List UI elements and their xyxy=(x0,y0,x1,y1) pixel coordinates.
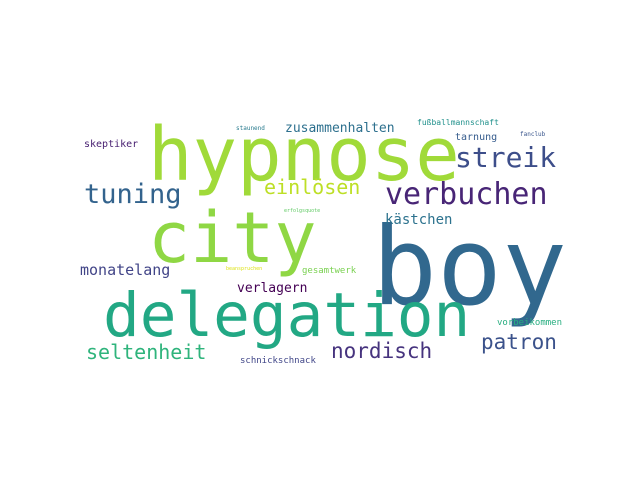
word-tarnung: tarnung xyxy=(455,132,497,143)
word-hypnose: hypnose xyxy=(148,112,460,198)
word-patron: patron xyxy=(481,330,557,354)
word-zusammenhalten: zusammenhalten xyxy=(285,121,395,136)
word-streik: streik xyxy=(455,141,556,174)
word-tuning: tuning xyxy=(84,179,182,210)
word-staunend: staunend xyxy=(236,125,265,132)
word-city: city xyxy=(148,197,317,279)
word-delegation: delegation xyxy=(103,280,470,351)
word-verbuchen: verbuchen xyxy=(385,177,548,212)
word-kaestchen: kästchen xyxy=(385,212,452,228)
word-erfolgsquote: erfolgsquote xyxy=(284,208,320,214)
word-seltenheit: seltenheit xyxy=(86,340,206,364)
word-fussballmannschaft: fußballmannschaft xyxy=(417,118,499,127)
word-verlagern: verlagern xyxy=(237,281,307,296)
word-boy: boy xyxy=(372,205,567,330)
word-beanspruchen: beanspruchen xyxy=(226,266,262,272)
word-monatelang: monatelang xyxy=(80,261,170,279)
word-schnickschnack: schnickschnack xyxy=(240,356,316,366)
word-skeptiker: skeptiker xyxy=(84,139,138,150)
word-vorbeikommen: vorbeikommen xyxy=(497,318,562,328)
word-nordisch: nordisch xyxy=(331,339,432,363)
word-gesamtwerk: gesamtwerk xyxy=(302,266,357,276)
word-fanclub: fanclub xyxy=(520,131,546,138)
word-einloesen: einlösen xyxy=(264,175,360,199)
